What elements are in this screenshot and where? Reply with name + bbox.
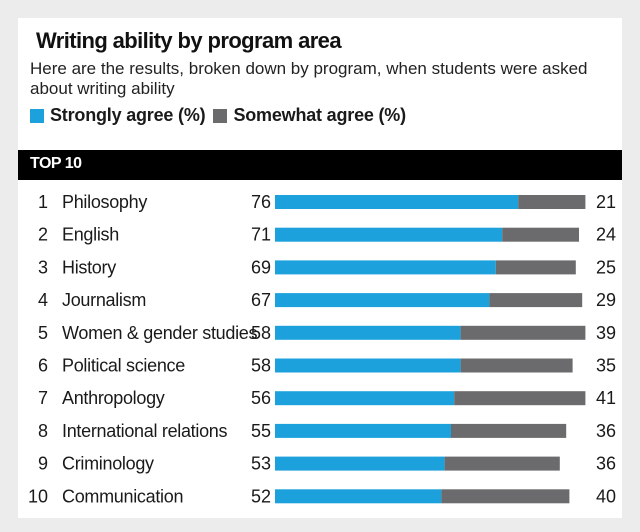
- somewhat-agree-value: 21: [596, 192, 616, 212]
- somewhat-agree-value: 40: [596, 486, 616, 506]
- legend-label-strongly-agree: Strongly agree (%): [50, 105, 206, 125]
- strongly-agree-value: 53: [251, 454, 271, 474]
- category-label: Philosophy: [62, 192, 147, 212]
- bar-chart: 1 Philosophy 76 212 English 71 243 History 69 254…: [28, 192, 616, 506]
- strongly-agree-value: 76: [251, 192, 271, 212]
- bar-strongly-agree: [275, 260, 496, 275]
- bar-strongly-agree: [275, 293, 490, 308]
- strongly-agree-value: 52: [251, 486, 271, 506]
- somewhat-agree-value: 25: [596, 257, 616, 277]
- strongly-agree-value: 69: [251, 257, 271, 277]
- row-rank: 7: [38, 388, 48, 408]
- strongly-agree-value: 56: [251, 388, 271, 408]
- strongly-agree-value: 58: [251, 356, 271, 376]
- legend-item-strongly-agree: Strongly agree (%): [30, 105, 206, 126]
- somewhat-agree-value: 39: [596, 323, 616, 343]
- section-label: TOP 10: [30, 155, 82, 172]
- category-label: Journalism: [62, 290, 146, 310]
- category-label: Criminology: [62, 454, 154, 474]
- bar-somewhat-agree: [489, 293, 583, 308]
- bar-strongly-agree: [275, 423, 451, 438]
- category-label: English: [62, 225, 119, 245]
- bar-strongly-agree: [275, 358, 461, 373]
- legend-item-somewhat-agree: Somewhat agree (%): [213, 105, 406, 126]
- row-rank: 6: [38, 356, 48, 376]
- bar-somewhat-agree: [454, 391, 586, 406]
- strongly-agree-value: 58: [251, 323, 271, 343]
- category-label: International relations: [62, 421, 228, 441]
- category-label: Communication: [62, 486, 183, 506]
- somewhat-agree-value: 24: [596, 225, 616, 245]
- row-rank: 3: [38, 257, 48, 277]
- legend: Strongly agree (%) Somewhat agree (%): [30, 105, 414, 126]
- chart-subtitle: Here are the results, broken down by pro…: [30, 59, 588, 98]
- row-rank: 4: [38, 290, 48, 310]
- row-rank: 10: [28, 486, 48, 506]
- row-rank: 2: [38, 225, 48, 245]
- bar-somewhat-agree: [451, 423, 567, 438]
- bar-strongly-agree: [275, 325, 461, 340]
- somewhat-agree-value: 29: [596, 290, 616, 310]
- legend-swatch-strongly-agree: [30, 108, 44, 123]
- bar-strongly-agree: [275, 227, 503, 242]
- category-label: History: [62, 257, 116, 277]
- legend-swatch-somewhat-agree: [213, 108, 228, 123]
- bar-strongly-agree: [275, 489, 442, 504]
- bar-somewhat-agree: [460, 358, 573, 373]
- bar-somewhat-agree: [441, 489, 570, 504]
- somewhat-agree-value: 35: [596, 356, 616, 376]
- bar-strongly-agree: [275, 195, 519, 209]
- somewhat-agree-value: 36: [596, 454, 616, 474]
- bar-strongly-agree: [275, 391, 455, 406]
- chart-card: Writing ability by program area Here are…: [18, 18, 622, 518]
- strongly-agree-value: 67: [251, 290, 271, 310]
- row-rank: 1: [38, 192, 48, 212]
- row-rank: 5: [38, 323, 48, 343]
- strongly-agree-value: 71: [251, 225, 271, 245]
- strongly-agree-value: 55: [251, 421, 271, 441]
- chart-title: Writing ability by program area: [36, 28, 342, 53]
- bar-somewhat-agree: [444, 456, 560, 471]
- category-label: Political science: [62, 356, 185, 376]
- bar-somewhat-agree: [460, 325, 586, 340]
- row-rank: 9: [38, 454, 48, 474]
- somewhat-agree-value: 41: [596, 388, 616, 408]
- legend-label-somewhat-agree: Somewhat agree (%): [233, 105, 406, 125]
- bar-somewhat-agree: [495, 260, 576, 275]
- somewhat-agree-value: 36: [596, 421, 616, 441]
- section-band: TOP 10: [18, 150, 622, 180]
- bar-strongly-agree: [275, 456, 445, 471]
- row-rank: 8: [38, 421, 48, 441]
- bar-somewhat-agree: [518, 195, 586, 209]
- category-label: Women & gender studies: [62, 323, 257, 343]
- category-label: Anthropology: [62, 388, 165, 408]
- bar-somewhat-agree: [502, 227, 579, 242]
